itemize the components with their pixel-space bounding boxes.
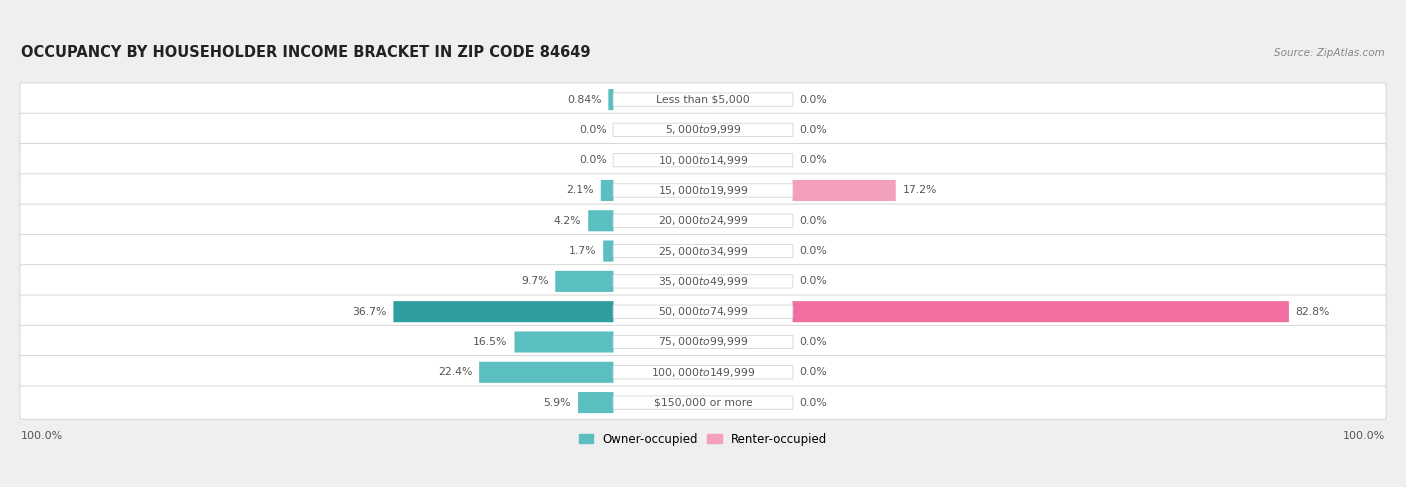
Text: 0.0%: 0.0% (579, 125, 606, 135)
Text: 22.4%: 22.4% (437, 367, 472, 377)
FancyBboxPatch shape (613, 153, 793, 167)
FancyBboxPatch shape (613, 396, 793, 409)
Text: 0.0%: 0.0% (800, 155, 827, 165)
FancyBboxPatch shape (555, 271, 613, 292)
Text: 4.2%: 4.2% (554, 216, 581, 226)
Text: $35,000 to $49,999: $35,000 to $49,999 (658, 275, 748, 288)
Text: $15,000 to $19,999: $15,000 to $19,999 (658, 184, 748, 197)
FancyBboxPatch shape (20, 325, 1386, 358)
FancyBboxPatch shape (613, 93, 793, 106)
FancyBboxPatch shape (20, 144, 1386, 177)
FancyBboxPatch shape (613, 336, 793, 349)
Text: 5.9%: 5.9% (544, 397, 571, 408)
Text: 1.7%: 1.7% (569, 246, 596, 256)
FancyBboxPatch shape (600, 180, 613, 201)
FancyBboxPatch shape (394, 301, 613, 322)
FancyBboxPatch shape (20, 295, 1386, 328)
Text: 0.0%: 0.0% (800, 397, 827, 408)
Text: 82.8%: 82.8% (1296, 307, 1330, 317)
Text: 0.0%: 0.0% (579, 155, 606, 165)
Text: 0.0%: 0.0% (800, 94, 827, 105)
Text: $10,000 to $14,999: $10,000 to $14,999 (658, 154, 748, 167)
FancyBboxPatch shape (578, 392, 613, 413)
FancyBboxPatch shape (20, 204, 1386, 238)
Text: 16.5%: 16.5% (474, 337, 508, 347)
Text: 100.0%: 100.0% (21, 431, 63, 441)
Text: 0.0%: 0.0% (800, 125, 827, 135)
FancyBboxPatch shape (20, 113, 1386, 147)
FancyBboxPatch shape (793, 301, 1289, 322)
FancyBboxPatch shape (613, 184, 793, 197)
Text: $5,000 to $9,999: $5,000 to $9,999 (665, 123, 741, 136)
FancyBboxPatch shape (20, 174, 1386, 207)
FancyBboxPatch shape (20, 386, 1386, 419)
Text: $25,000 to $34,999: $25,000 to $34,999 (658, 244, 748, 258)
FancyBboxPatch shape (20, 234, 1386, 268)
Text: 0.0%: 0.0% (800, 337, 827, 347)
Text: 9.7%: 9.7% (520, 277, 548, 286)
Text: 0.0%: 0.0% (800, 216, 827, 226)
Text: $20,000 to $24,999: $20,000 to $24,999 (658, 214, 748, 227)
Text: 0.0%: 0.0% (800, 246, 827, 256)
FancyBboxPatch shape (588, 210, 613, 231)
FancyBboxPatch shape (613, 305, 793, 318)
FancyBboxPatch shape (613, 275, 793, 288)
Text: $150,000 or more: $150,000 or more (654, 397, 752, 408)
FancyBboxPatch shape (479, 362, 613, 383)
Text: 0.0%: 0.0% (800, 367, 827, 377)
Text: 0.84%: 0.84% (567, 94, 602, 105)
Legend: Owner-occupied, Renter-occupied: Owner-occupied, Renter-occupied (574, 428, 832, 450)
FancyBboxPatch shape (793, 180, 896, 201)
Text: OCCUPANCY BY HOUSEHOLDER INCOME BRACKET IN ZIP CODE 84649: OCCUPANCY BY HOUSEHOLDER INCOME BRACKET … (21, 45, 591, 60)
Text: 17.2%: 17.2% (903, 186, 936, 195)
Text: $50,000 to $74,999: $50,000 to $74,999 (658, 305, 748, 318)
Text: 0.0%: 0.0% (800, 277, 827, 286)
FancyBboxPatch shape (613, 244, 793, 258)
FancyBboxPatch shape (515, 332, 613, 353)
FancyBboxPatch shape (20, 356, 1386, 389)
Text: $75,000 to $99,999: $75,000 to $99,999 (658, 336, 748, 349)
Text: Less than $5,000: Less than $5,000 (657, 94, 749, 105)
FancyBboxPatch shape (20, 265, 1386, 298)
FancyBboxPatch shape (603, 241, 613, 262)
Text: $100,000 to $149,999: $100,000 to $149,999 (651, 366, 755, 379)
FancyBboxPatch shape (20, 83, 1386, 116)
FancyBboxPatch shape (613, 214, 793, 227)
FancyBboxPatch shape (609, 89, 613, 110)
FancyBboxPatch shape (613, 366, 793, 379)
FancyBboxPatch shape (613, 123, 793, 136)
Text: 36.7%: 36.7% (352, 307, 387, 317)
Text: Source: ZipAtlas.com: Source: ZipAtlas.com (1274, 48, 1385, 57)
Text: 2.1%: 2.1% (567, 186, 593, 195)
Text: 100.0%: 100.0% (1343, 431, 1385, 441)
